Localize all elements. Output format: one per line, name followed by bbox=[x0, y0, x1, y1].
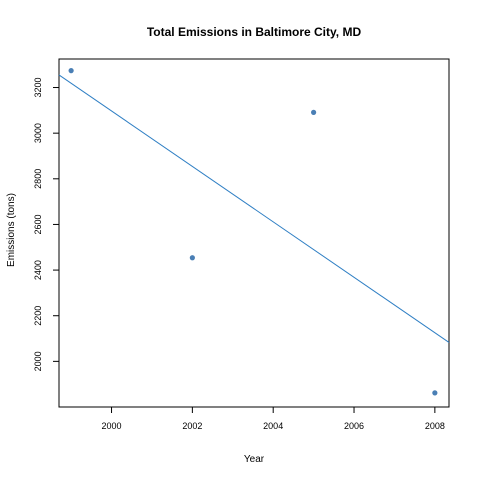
y-tick-label: 2200 bbox=[33, 306, 43, 326]
y-tick-label: 2400 bbox=[33, 260, 43, 280]
x-tick-label: 2002 bbox=[182, 421, 202, 431]
data-point bbox=[68, 68, 74, 74]
y-axis: 2000 2200 2400 2600 2800 3000 3200 bbox=[33, 78, 59, 371]
data-point bbox=[189, 255, 195, 261]
y-tick-label: 3000 bbox=[33, 123, 43, 143]
points-layer bbox=[68, 68, 438, 396]
x-tick-label: 2008 bbox=[425, 421, 445, 431]
regression-layer bbox=[58, 74, 450, 343]
regression-line bbox=[58, 74, 450, 343]
x-tick-label: 2000 bbox=[102, 421, 122, 431]
y-tick-label: 3200 bbox=[33, 78, 43, 98]
y-tick-label: 2000 bbox=[33, 351, 43, 371]
x-tick-label: 2006 bbox=[344, 421, 364, 431]
y-tick-label: 2800 bbox=[33, 169, 43, 189]
chart-title: Total Emissions in Baltimore City, MD bbox=[147, 25, 362, 39]
data-point bbox=[432, 390, 438, 396]
x-axis-label: Year bbox=[244, 454, 265, 465]
plot-box bbox=[58, 58, 450, 408]
x-tick-label: 2004 bbox=[263, 421, 283, 431]
x-axis: 2000 2002 2004 2006 2008 bbox=[102, 407, 445, 431]
y-tick-label: 2600 bbox=[33, 214, 43, 234]
data-point bbox=[311, 109, 317, 115]
y-axis-label: Emissions (tons) bbox=[6, 193, 17, 267]
